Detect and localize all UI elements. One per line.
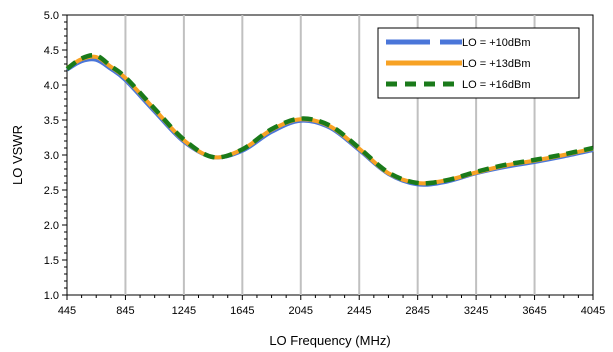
series-lines (65, 52, 594, 187)
grid-lines (124, 15, 536, 295)
x-tick-label: 1245 (172, 305, 196, 317)
y-tick-label: 2.0 (44, 220, 59, 232)
x-tick-label: 4045 (581, 305, 605, 317)
y-tick-label: 3.0 (44, 150, 59, 162)
x-tick-label: 3645 (522, 305, 546, 317)
series-line-3 (65, 52, 594, 186)
y-tick-label: 3.5 (44, 115, 59, 127)
x-tick-label: 2045 (289, 305, 313, 317)
legend: LO = +10dBm LO = +13dBm LO = +16dBm (377, 27, 580, 99)
x-tick-label: 2845 (405, 305, 429, 317)
x-tick-label: 845 (116, 305, 134, 317)
x-tick-label: 445 (58, 305, 76, 317)
y-tick-label: 4.5 (44, 45, 59, 57)
legend-label-1: LO = +10dBm (462, 37, 531, 49)
x-tick-label: 3245 (464, 305, 488, 317)
y-axis-ticks: 1.0 1.5 2.0 2.5 3.0 3.5 4.0 4.5 5.0 (44, 10, 67, 302)
legend-label-2: LO = +13dBm (462, 58, 531, 70)
x-axis-label: LO Frequency (MHz) (269, 333, 390, 348)
y-tick-label: 4.0 (44, 80, 59, 92)
y-tick-label: 2.5 (44, 185, 59, 197)
y-tick-label: 1.0 (44, 290, 59, 302)
x-tick-label: 1645 (230, 305, 254, 317)
x-axis-ticks: 445 845 1245 1645 2045 2445 2845 3245 3645 4045 (58, 295, 605, 317)
y-tick-label: 1.5 (44, 255, 59, 267)
y-tick-label: 5.0 (44, 10, 59, 22)
x-tick-label: 2445 (347, 305, 371, 317)
y-axis-label: LO VSWR (10, 125, 25, 185)
legend-label-3: LO = +16dBm (462, 79, 531, 91)
